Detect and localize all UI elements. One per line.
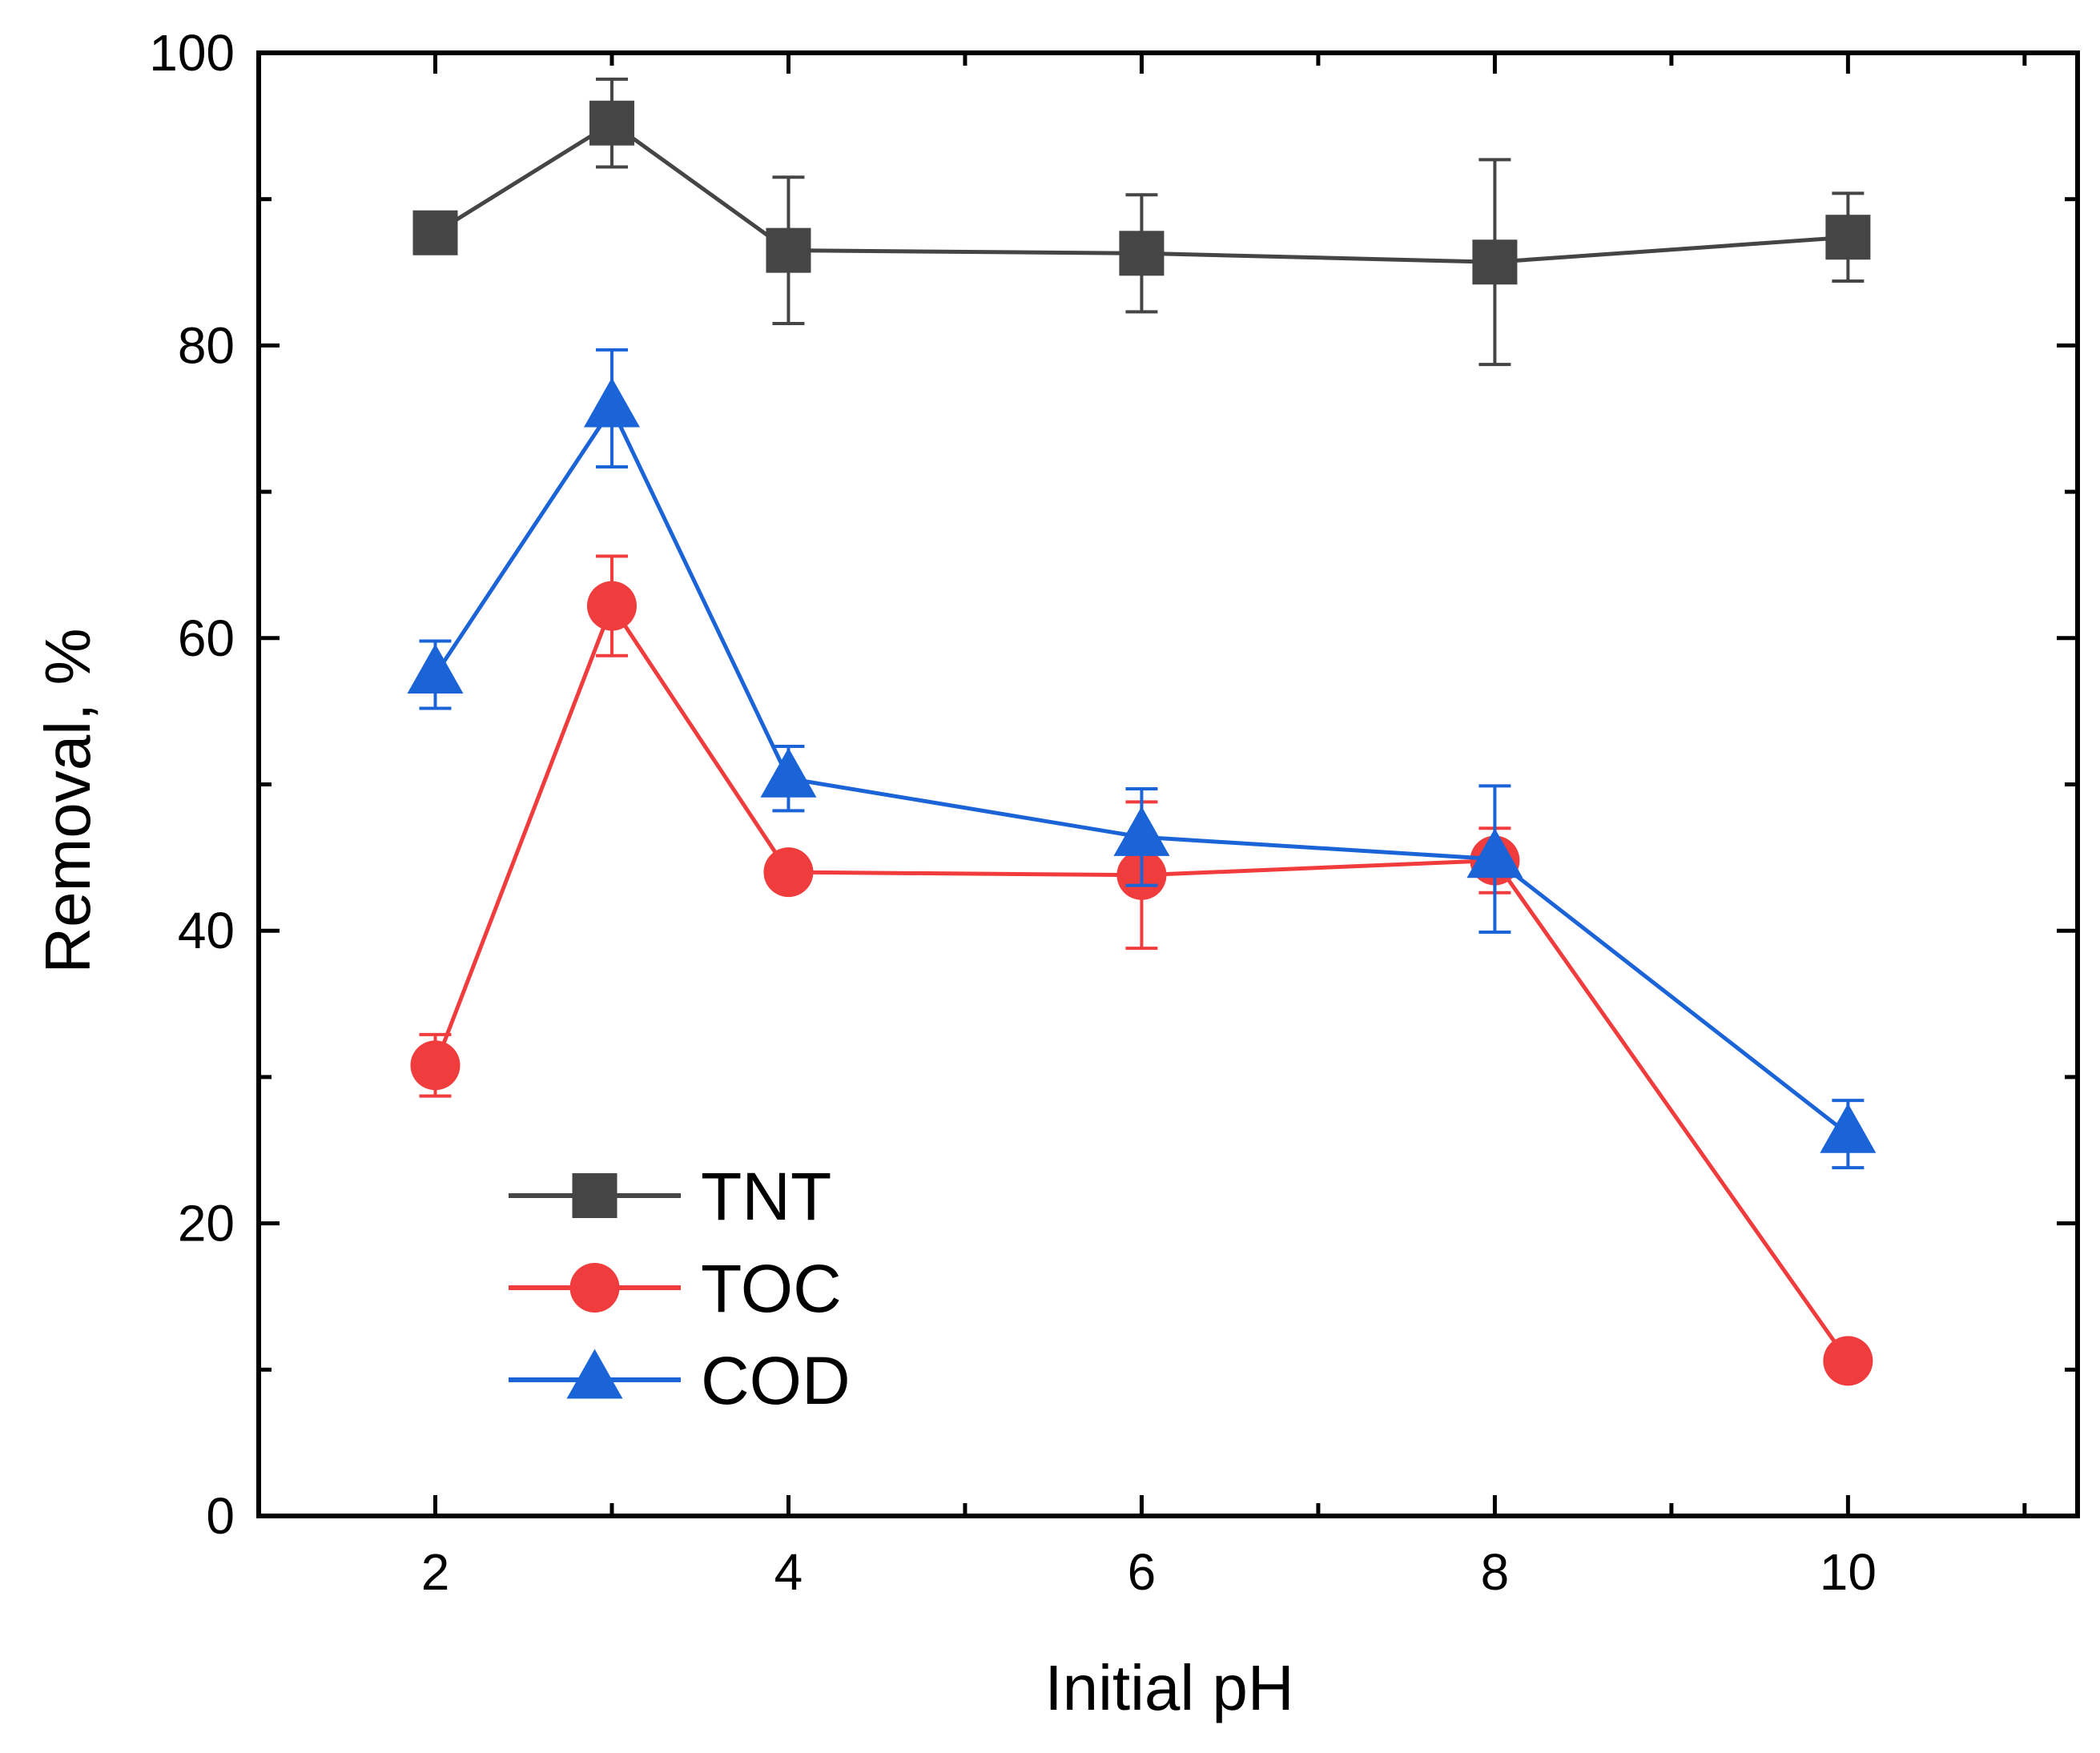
data-point-tnt: [1472, 239, 1518, 285]
data-point-tnt: [589, 100, 634, 146]
data-point-cod: [583, 377, 640, 428]
legend-marker: [566, 1349, 623, 1399]
y-tick-label: 60: [178, 609, 235, 667]
series-layer: [407, 77, 1877, 1386]
data-point-toc: [1823, 1336, 1873, 1386]
data-point-cod: [407, 644, 464, 694]
series-tnt: [412, 77, 1871, 367]
y-tick-label: 40: [178, 902, 235, 959]
legend-label: COD: [701, 1343, 851, 1418]
data-point-cod: [1113, 806, 1170, 856]
y-tick-label: 0: [206, 1487, 235, 1545]
x-axis-title: Initial pH: [1044, 1652, 1293, 1723]
data-point-toc: [763, 847, 814, 898]
legend-entry-toc: TOC: [509, 1251, 842, 1326]
legend-marker: [572, 1173, 618, 1218]
legend: TNT TOC COD: [509, 1159, 851, 1418]
x-tick-label: 2: [421, 1543, 450, 1601]
data-point-toc: [410, 1040, 461, 1091]
y-tick-label: 20: [178, 1195, 235, 1252]
legend-marker: [569, 1263, 620, 1313]
series-line-toc: [433, 601, 1850, 1362]
data-point-cod: [760, 747, 817, 798]
series-line-cod: [433, 404, 1849, 1136]
data-point-tnt: [766, 227, 811, 273]
data-point-cod: [1466, 828, 1523, 879]
legend-entry-cod: COD: [509, 1343, 851, 1418]
data-point-toc: [586, 581, 637, 631]
x-tick-label: 10: [1820, 1543, 1877, 1601]
legend-label: TNT: [701, 1159, 831, 1234]
y-tick-label: 80: [178, 316, 235, 374]
x-tick-label: 4: [774, 1543, 803, 1601]
data-point-tnt: [1119, 231, 1165, 276]
legend-label: TOC: [701, 1251, 842, 1326]
legend-entry-tnt: TNT: [509, 1159, 831, 1234]
series-line-tnt: [434, 120, 1849, 264]
series-cod: [407, 348, 1877, 1170]
x-tick-label: 8: [1481, 1543, 1510, 1601]
data-point-tnt: [1825, 215, 1871, 260]
series-toc: [410, 554, 1873, 1386]
x-tick-label: 6: [1128, 1543, 1157, 1601]
data-point-tnt: [412, 210, 458, 255]
y-tick-label: 100: [149, 24, 235, 82]
data-point-cod: [1820, 1103, 1877, 1153]
y-axis-title: Removal, %: [32, 628, 103, 973]
